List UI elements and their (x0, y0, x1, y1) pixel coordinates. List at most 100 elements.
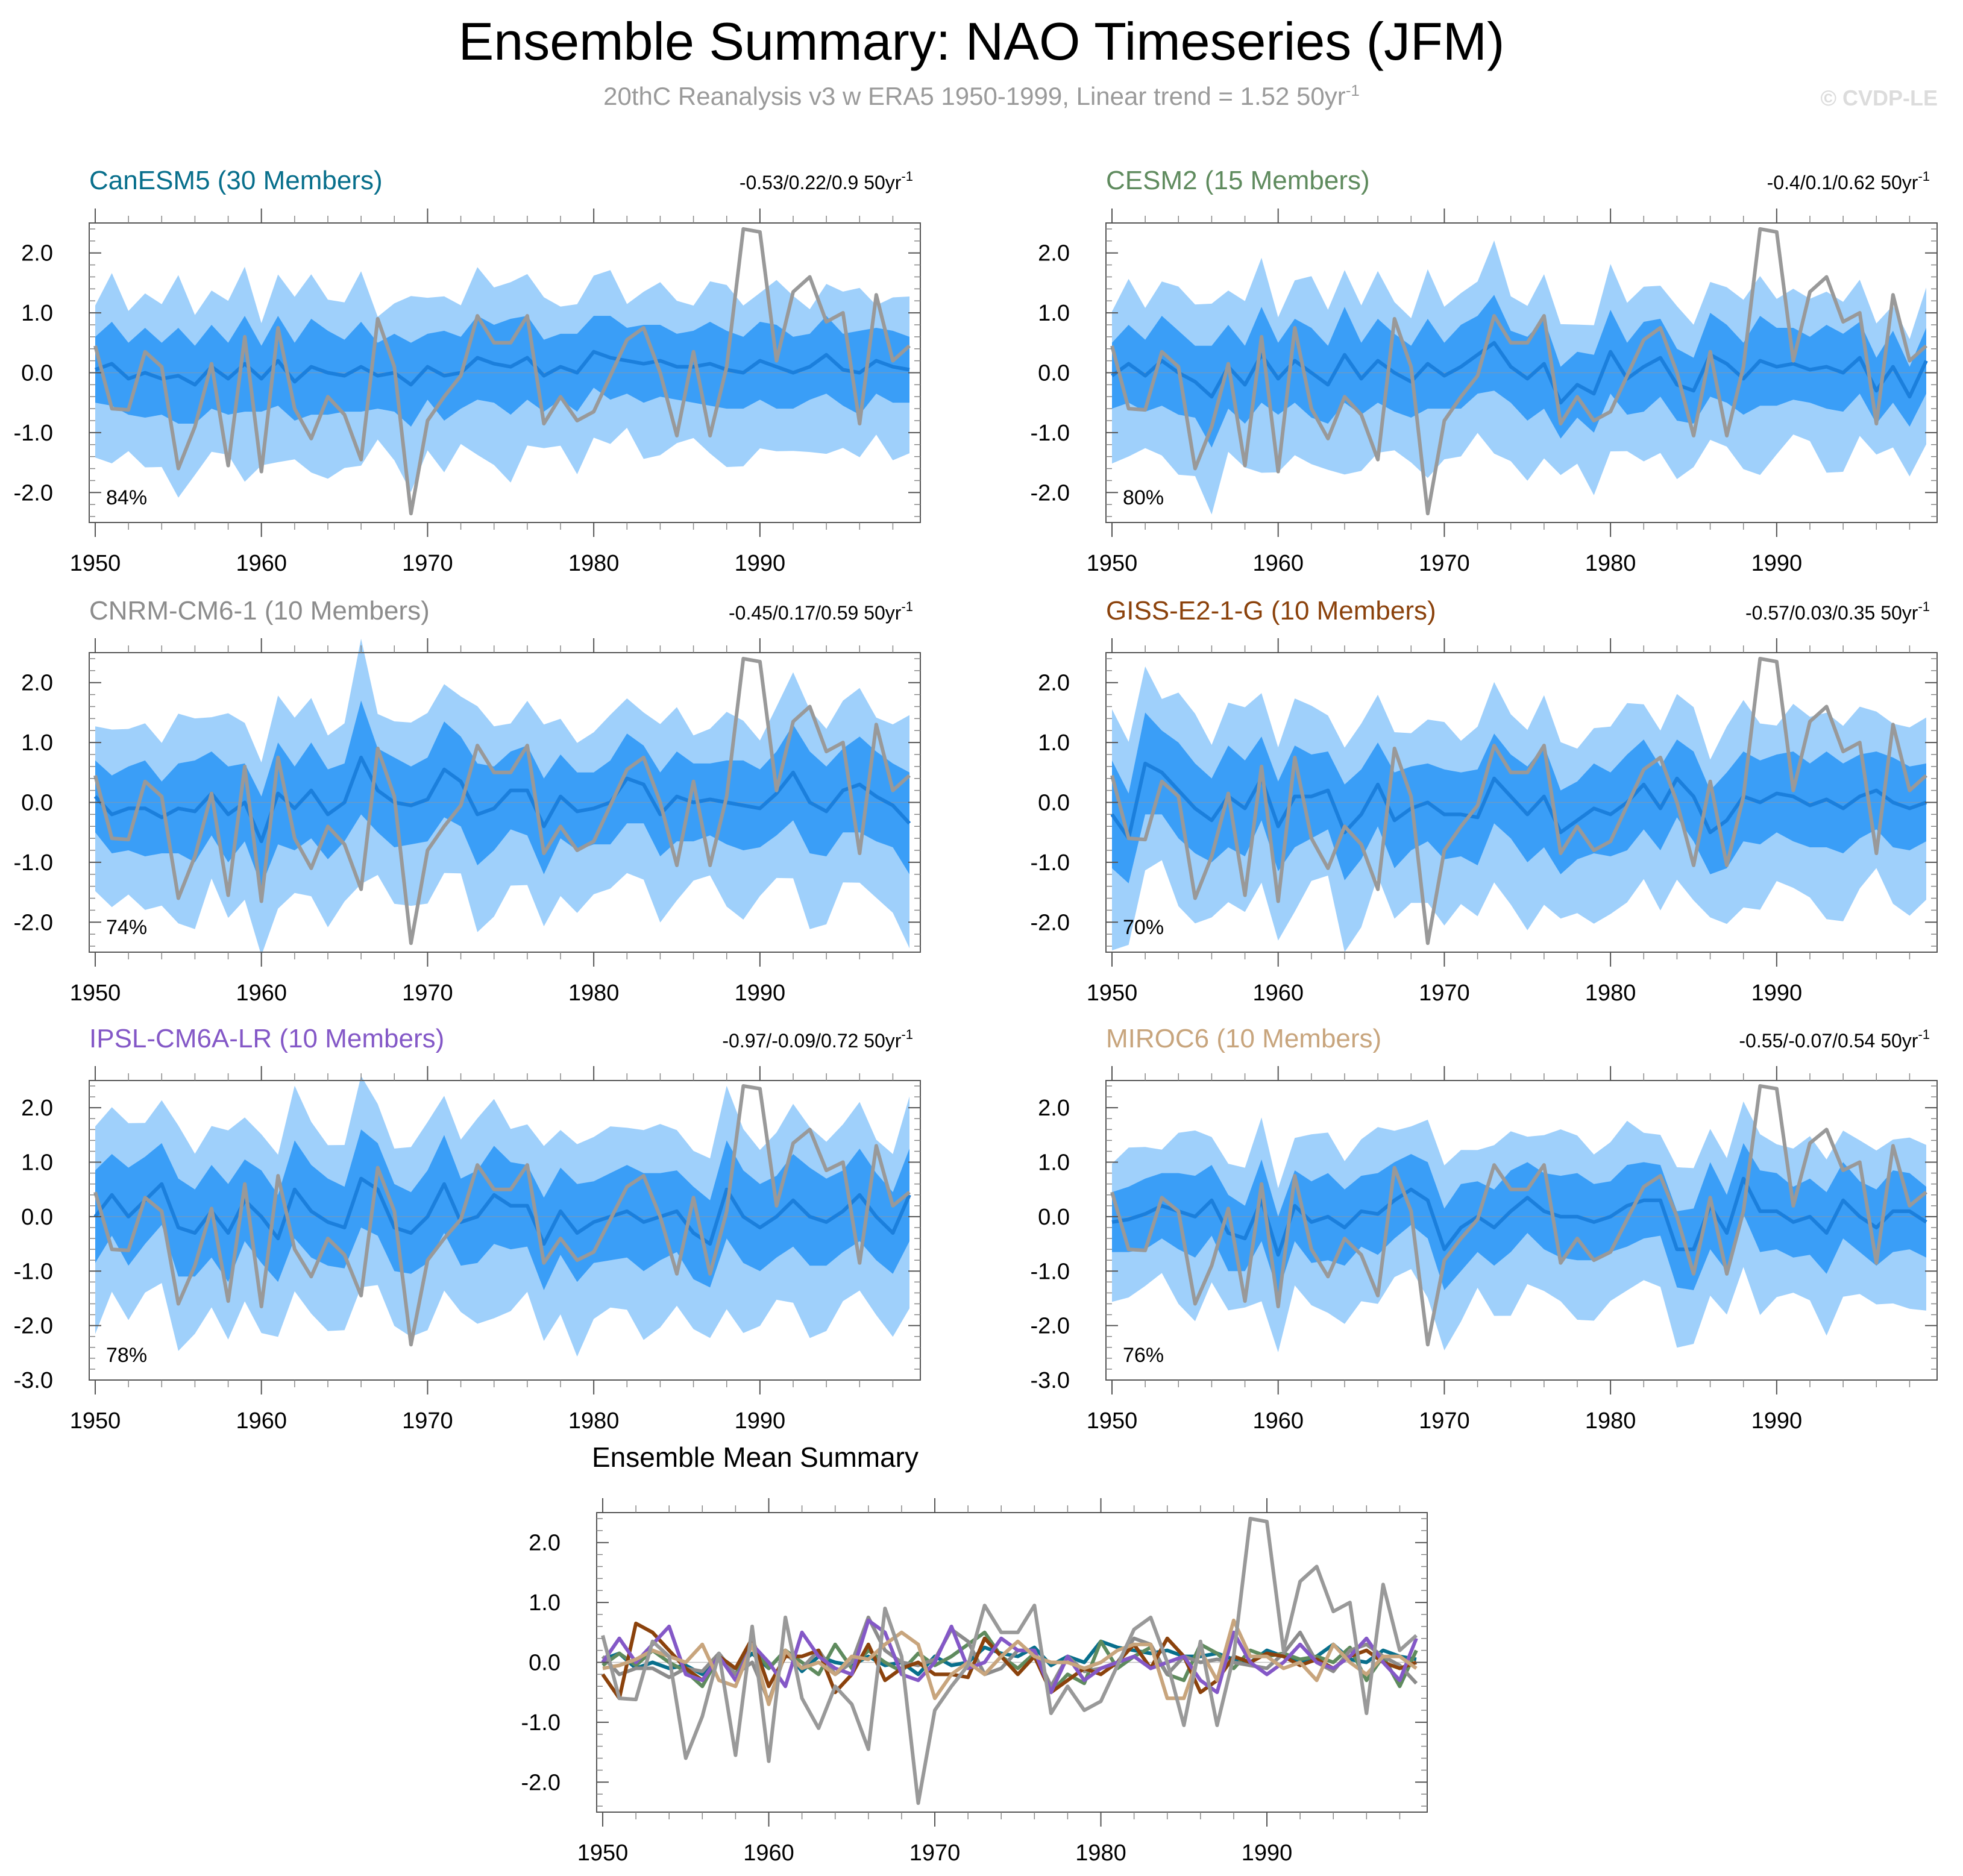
panel-6-xtick-label: 1970 (1419, 1408, 1470, 1434)
panel-2-ytick-label: 1.0 (1038, 301, 1070, 326)
panel-2-xtick-label: 1950 (1087, 551, 1138, 576)
panel-1-trend-label: -0.53/0.22/0.9 50yr-1 (740, 169, 913, 193)
panel-4-ytick-label: 2.0 (1038, 671, 1070, 696)
panel-5-trend-unit-sup: -1 (901, 1027, 913, 1042)
summary-observed-line (601, 1516, 1418, 1805)
panel-2-ytick-label: 2.0 (1038, 241, 1070, 266)
panel-5-xtick-label: 1950 (70, 1408, 121, 1434)
panel-3-xtick-label: 1950 (70, 980, 121, 1006)
panel-5-xtick-label: 1970 (402, 1408, 453, 1434)
panel-1-xtick-label: 1980 (568, 551, 620, 576)
panel-1-ytick-label: -1.0 (14, 421, 53, 446)
panel-3-model-title: CNRM-CM6-1 (10 Members) (89, 596, 430, 626)
panel-2: 2.0 1.0 0.0 -1.0 -2.0 1950 1960 1970 1980 1990 CES… (1031, 166, 1938, 576)
panel-2-ytick-label: -2.0 (1031, 480, 1070, 506)
panel-3-xtick-label: 1970 (402, 980, 453, 1006)
panel-6-ytick-label: -3.0 (1031, 1368, 1070, 1393)
panel-2-model-title: CESM2 (15 Members) (1106, 166, 1370, 195)
panel-6-xtick-label: 1990 (1751, 1408, 1803, 1434)
figure-subtitle: 20thC Reanalysis v3 w ERA5 1950-1999, Li… (0, 81, 1963, 111)
summary-mean-line-6 (602, 1618, 1418, 1707)
panel-4-trend-unit-sup: -1 (1918, 599, 1930, 614)
panel-1-xtick-label: 1950 (70, 551, 121, 576)
panel-3-trend-unit-sup: -1 (901, 599, 913, 614)
subtitle-unit-sup: -1 (1345, 81, 1360, 99)
summary-ytick-label: 1.0 (529, 1590, 561, 1616)
panel-4-ytick-label: -1.0 (1031, 850, 1070, 876)
panel-1-xtick-label: 1990 (735, 551, 786, 576)
panel-3-trend-label: -0.45/0.17/0.59 50yr-1 (729, 599, 913, 624)
panel-5-ytick-label: -2.0 (14, 1314, 53, 1339)
summary-xtick-label: 1990 (1242, 1840, 1293, 1866)
panel-1-ensemble-mean-line (94, 350, 910, 387)
panel-4-xtick-label: 1950 (1087, 980, 1138, 1006)
panel-6-plot-frame (1105, 1080, 1938, 1381)
panel-5-plot-frame (89, 1080, 921, 1381)
panel-2-ytick-label: -1.0 (1031, 421, 1070, 446)
panel-5-ytick-label: -3.0 (14, 1368, 53, 1393)
panel-2-ytick-label: 0.0 (1038, 361, 1070, 386)
panel-6-xtick-label: 1960 (1252, 1408, 1304, 1434)
summary-ytick-label: 2.0 (529, 1531, 561, 1556)
panel-1-xtick-label: 1960 (236, 551, 287, 576)
panel-1: 2.0 1.0 0.0 -1.0 -2.0 1950 1960 1970 1980 1990 Can… (14, 166, 921, 576)
panel-6: 2.0 1.0 0.0 -1.0 -2.0 -3.0 1950 1960 1970 1980 199… (1031, 1024, 1938, 1434)
panel-5-xtick-label: 1960 (236, 1408, 287, 1434)
panel-2-ensemble-mean-line (1111, 340, 1928, 405)
panel-6-xtick-label: 1950 (1087, 1408, 1138, 1434)
panel-3-xtick-label: 1990 (735, 980, 786, 1006)
panel-4-trend-label: -0.57/0.03/0.35 50yr-1 (1745, 599, 1930, 624)
summary-xtick-label: 1960 (743, 1840, 794, 1866)
panel-6-model-title: MIROC6 (10 Members) (1106, 1024, 1381, 1053)
panel-5-xtick-label: 1980 (568, 1408, 620, 1434)
summary-title: Ensemble Mean Summary (592, 1442, 919, 1473)
panel-4: 2.0 1.0 0.0 -1.0 -2.0 1950 1960 1970 1980 1990 GIS… (1031, 596, 1938, 1006)
panel-4-xtick-label: 1960 (1252, 980, 1304, 1006)
summary-mean-line-4 (601, 1621, 1418, 1701)
panel-5-ytick-label: -1.0 (14, 1259, 53, 1284)
panel-3-ytick-label: -2.0 (14, 910, 53, 935)
panel-5: 2.0 1.0 0.0 -1.0 -2.0 -3.0 1950 1960 1970 1980 199… (14, 1024, 921, 1434)
panel-1-ytick-label: -2.0 (14, 480, 53, 506)
panel-4-observed-line (1110, 656, 1928, 946)
panel-5-xtick-label: 1990 (735, 1408, 786, 1434)
panel-1-ytick-label: 0.0 (21, 361, 53, 386)
panel-3-xtick-label: 1980 (568, 980, 620, 1006)
panel-2-trend-unit-sup: -1 (1918, 169, 1930, 184)
panel-5-ytick-label: 0.0 (21, 1205, 53, 1230)
panel-4-ytick-label: 0.0 (1038, 791, 1070, 816)
subtitle-text: 20thC Reanalysis v3 w ERA5 1950-1999, Li… (603, 82, 1346, 110)
panel-1-model-title: CanESM5 (30 Members) (89, 166, 383, 195)
panel-2-xtick-label: 1960 (1252, 551, 1304, 576)
panel-4-ytick-label: 1.0 (1038, 730, 1070, 756)
panel-1-ytick-label: 1.0 (21, 301, 53, 326)
panel-5-model-title: IPSL-CM6A-LR (10 Members) (89, 1024, 444, 1053)
panel-1-xtick-label: 1970 (402, 551, 453, 576)
panel-6-xtick-label: 1980 (1585, 1408, 1636, 1434)
panel-6-observed-line (1110, 1084, 1927, 1347)
panel-3-ensemble-mean-line (93, 756, 911, 844)
summary-ytick-label: 0.0 (529, 1651, 561, 1676)
panel-6-trend-unit-sup: -1 (1918, 1027, 1930, 1042)
summary-xtick-label: 1950 (577, 1840, 629, 1866)
panel-3-xtick-label: 1960 (236, 980, 287, 1006)
summary-panel: 2.0 1.0 0.0 -1.0 -2.0 1950 1960 1970 1980 1990 Ens… (521, 1442, 1428, 1866)
panel-4-ensemble-mean-line (1110, 761, 1927, 841)
panel-4-xtick-label: 1970 (1419, 980, 1470, 1006)
summary-xtick-label: 1980 (1075, 1840, 1126, 1866)
panel-2-xtick-label: 1980 (1585, 551, 1636, 576)
panel-5-ytick-label: 1.0 (21, 1150, 53, 1176)
panel-6-percent-label: 76% (1123, 1344, 1164, 1367)
panel-2-observed-line (1110, 227, 1928, 516)
panel-4-percent-label: 70% (1123, 916, 1164, 939)
panel-6-ytick-label: 2.0 (1038, 1096, 1070, 1121)
panel-3: 2.0 1.0 0.0 -1.0 -2.0 1950 1960 1970 1980 1990 CNR… (14, 596, 921, 1006)
summary-xtick-label: 1970 (909, 1840, 961, 1866)
panel-3-percent-label: 74% (106, 916, 147, 939)
panel-5-percent-label: 78% (106, 1344, 147, 1367)
panel-2-xtick-label: 1970 (1419, 551, 1470, 576)
panel-4-xtick-label: 1980 (1585, 980, 1636, 1006)
summary-ytick-label: -2.0 (521, 1770, 561, 1795)
panel-6-trend-label: -0.55/-0.07/0.54 50yr-1 (1739, 1027, 1930, 1052)
